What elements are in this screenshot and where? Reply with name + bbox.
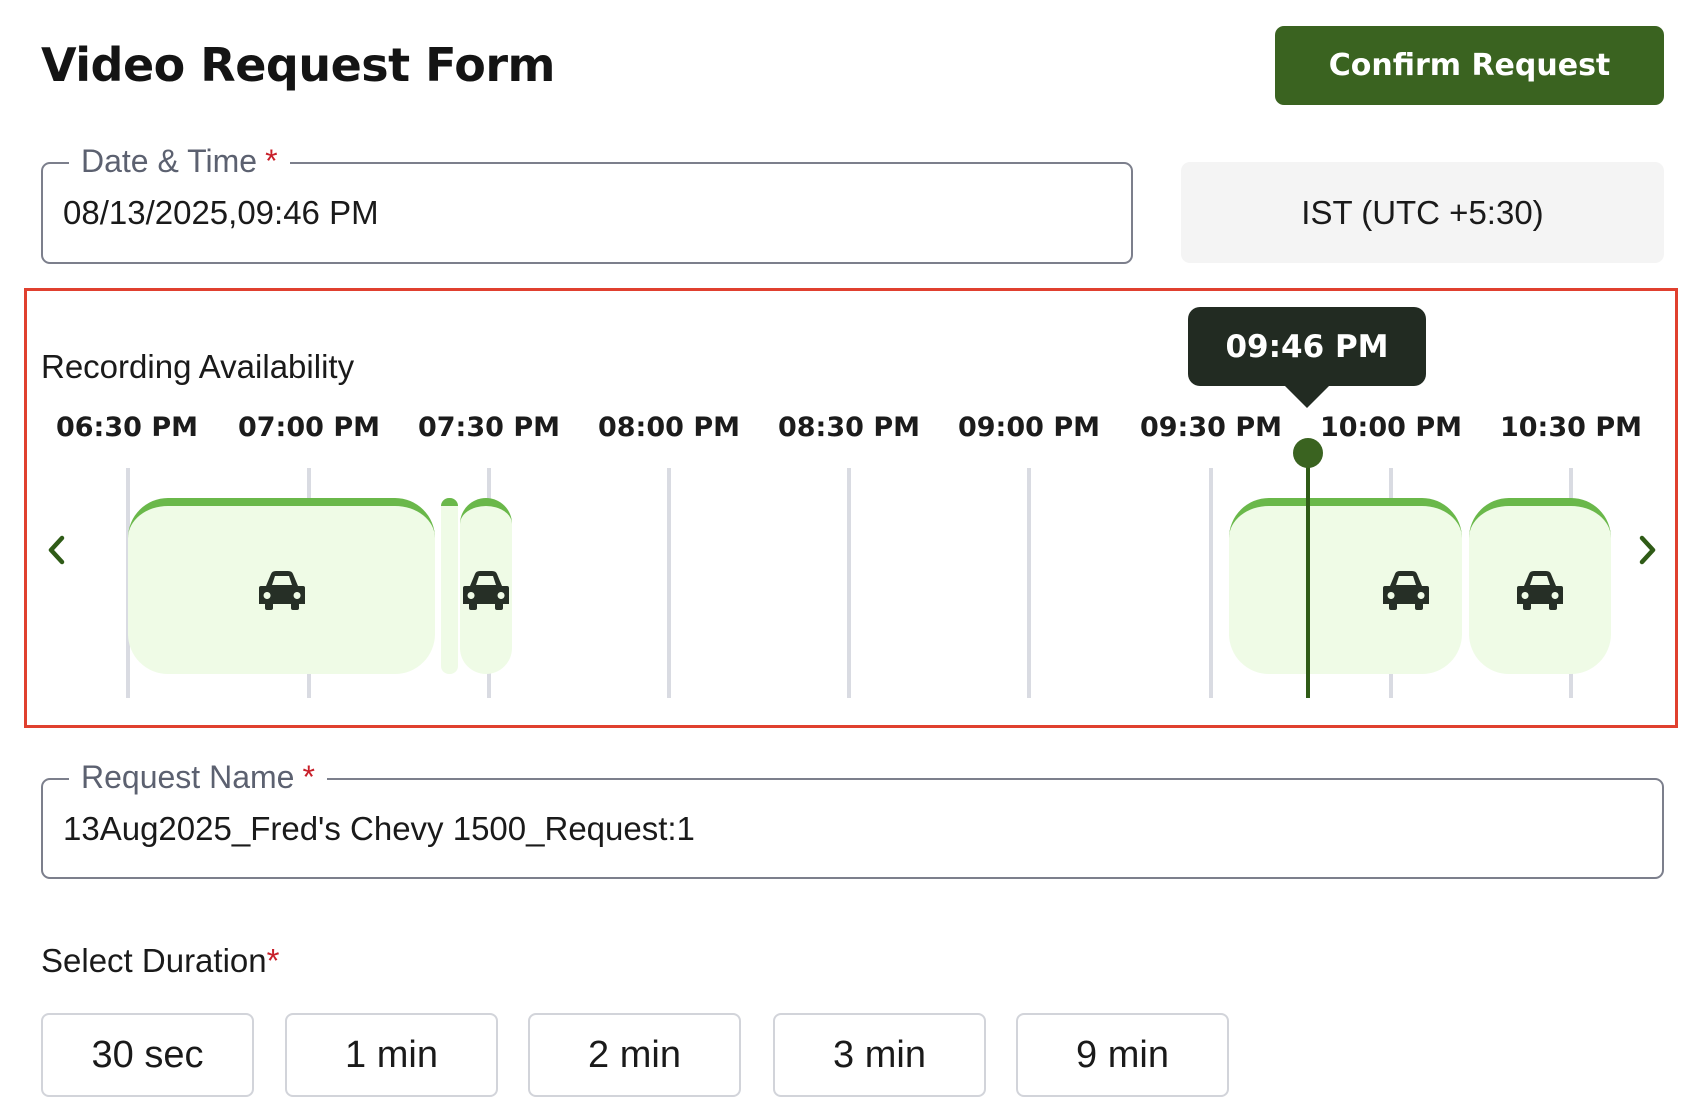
car-icon	[258, 571, 305, 610]
grid-line	[847, 468, 851, 698]
select-duration-label: Select Duration*	[41, 942, 279, 980]
grid-line	[1027, 468, 1031, 698]
grid-line	[667, 468, 671, 698]
time-cursor-line	[1306, 452, 1310, 698]
request-name-label: Request Name *	[69, 760, 327, 794]
request-name-field[interactable]: Request Name * 13Aug2025_Fred's Chevy 150…	[41, 760, 1664, 879]
duration-option-3-min[interactable]: 3 min	[773, 1013, 986, 1097]
duration-option-30-sec[interactable]: 30 sec	[41, 1013, 254, 1097]
car-icon	[463, 571, 509, 610]
chevron-left-icon[interactable]	[37, 530, 77, 570]
date-time-value[interactable]: 08/13/2025,09:46 PM	[63, 194, 379, 231]
timezone-display: IST (UTC +5:30)	[1181, 162, 1664, 263]
tick-label: 10:00 PM	[1319, 412, 1462, 443]
recording-segment[interactable]	[1229, 498, 1462, 674]
recording-availability-highlight	[24, 288, 1678, 728]
tick-label: 06:30 PM	[55, 412, 198, 443]
car-icon	[1517, 571, 1563, 610]
required-mark: *	[265, 143, 278, 179]
duration-option-1-min[interactable]: 1 min	[285, 1013, 498, 1097]
duration-option-2-min[interactable]: 2 min	[528, 1013, 741, 1097]
grid-line	[1209, 468, 1213, 698]
time-cursor-handle[interactable]	[1293, 438, 1323, 468]
request-name-value[interactable]: 13Aug2025_Fred's Chevy 1500_Request:1	[63, 809, 695, 847]
date-time-label: Date & Time *	[69, 144, 290, 178]
confirm-request-button[interactable]: Confirm Request	[1275, 26, 1664, 105]
tick-label: 09:00 PM	[957, 412, 1100, 443]
tick-label: 09:30 PM	[1139, 412, 1282, 443]
page-title: Video Request Form	[41, 38, 555, 92]
tick-label: 08:30 PM	[777, 412, 920, 443]
required-mark: *	[302, 759, 315, 795]
tick-label: 08:00 PM	[597, 412, 740, 443]
date-time-label-text: Date & Time	[81, 143, 258, 179]
recording-segment[interactable]	[441, 498, 458, 674]
duration-option-9-min[interactable]: 9 min	[1016, 1013, 1229, 1097]
required-mark: *	[266, 942, 280, 979]
recording-segment[interactable]	[128, 498, 435, 674]
recording-availability-label: Recording Availability	[41, 348, 355, 385]
date-time-field[interactable]: Date & Time * 08/13/2025,09:46 PM	[41, 144, 1133, 264]
recording-segment[interactable]	[460, 498, 512, 674]
tick-label: 10:30 PM	[1499, 412, 1642, 443]
tick-label: 07:00 PM	[237, 412, 380, 443]
recording-segment[interactable]	[1469, 498, 1611, 674]
request-name-label-text: Request Name	[81, 759, 295, 795]
car-icon	[1382, 571, 1429, 610]
time-cursor-tooltip: 09:46 PM	[1188, 307, 1426, 408]
select-duration-label-text: Select Duration	[41, 942, 267, 979]
tick-label: 07:30 PM	[417, 412, 560, 443]
chevron-right-icon[interactable]	[1627, 530, 1667, 570]
